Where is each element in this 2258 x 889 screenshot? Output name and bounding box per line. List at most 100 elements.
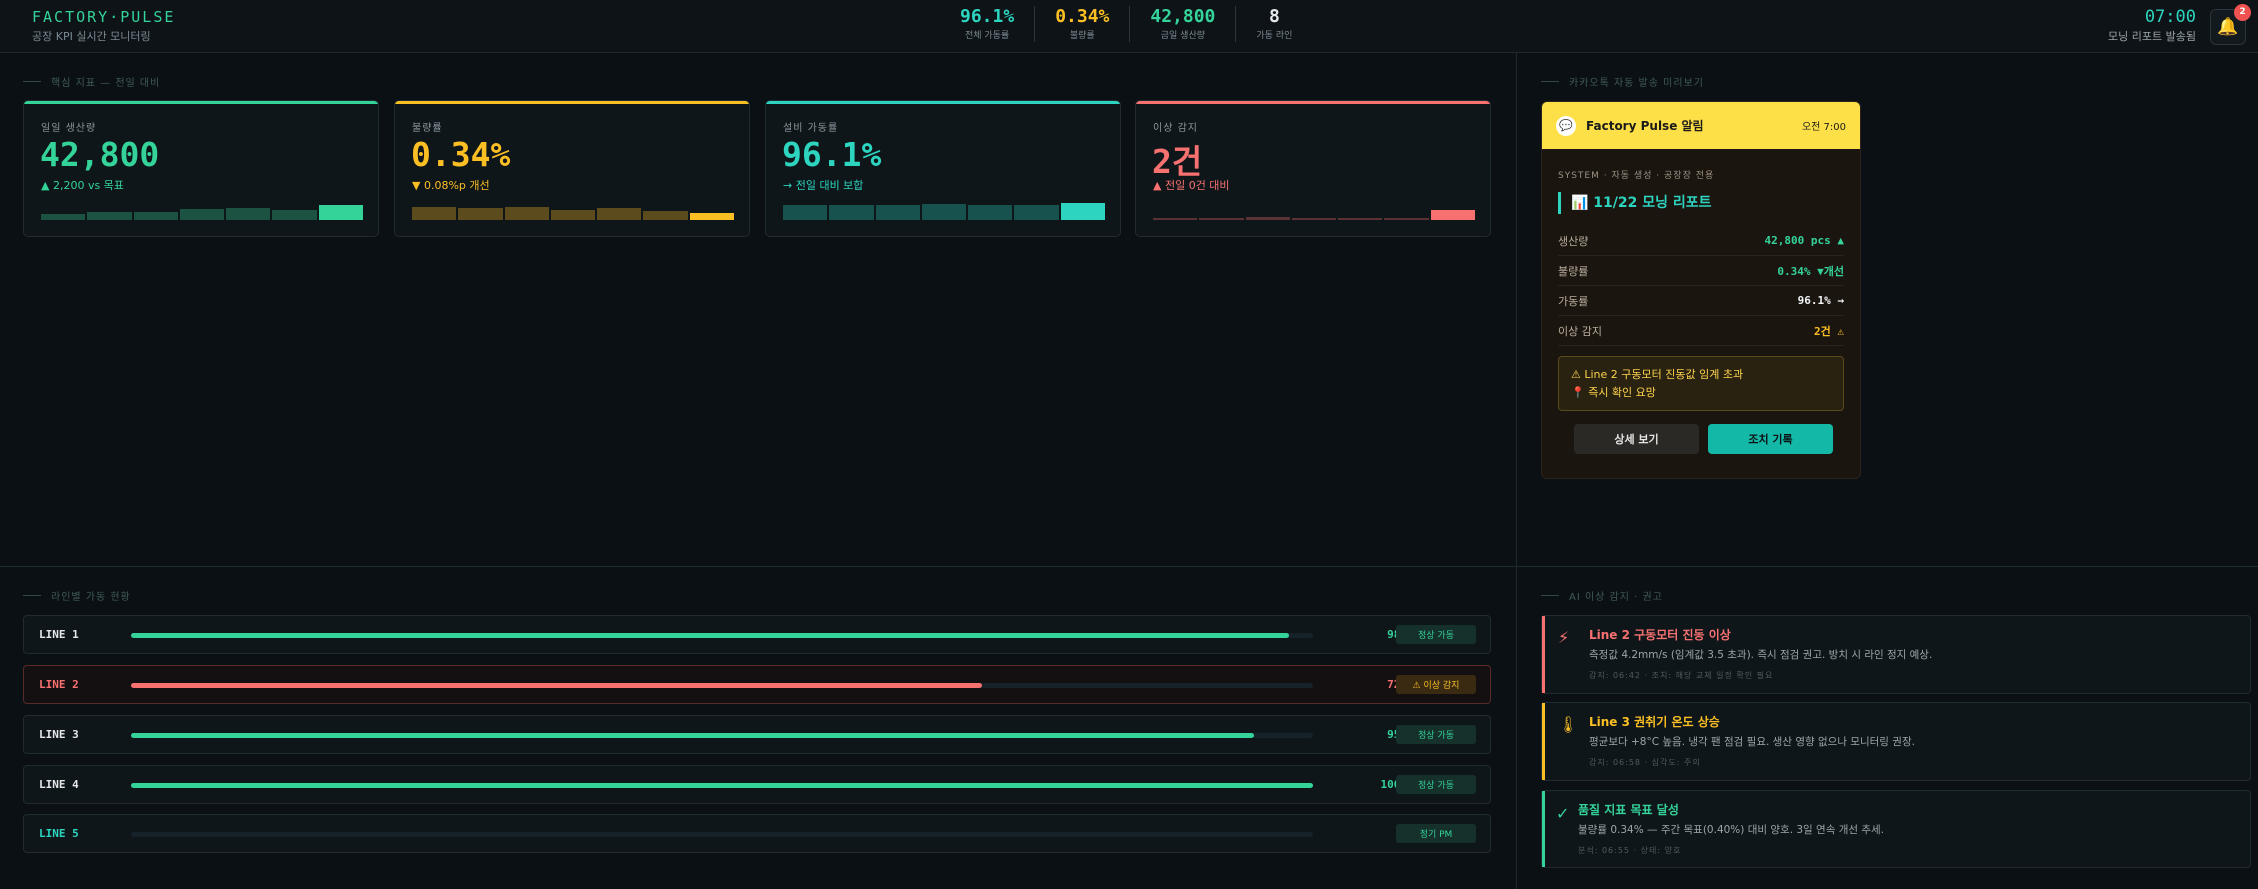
report-title: 📊 11/22 모닝 리포트: [1558, 192, 1712, 214]
metric-card-output: 일일 생산량 42,800 ▲ 2,200 vs 목표: [23, 100, 379, 237]
row-key: 생산량: [1558, 234, 1589, 248]
card-value: 96.1%: [782, 135, 882, 174]
line-percent: 95%: [1313, 728, 1407, 741]
alert-meta: 분석: 06:55 · 상태: 양호: [1578, 846, 1682, 855]
alert-title: 품질 지표 목표 달성: [1578, 803, 1679, 817]
spark-bar: [133, 211, 178, 220]
metric-card-defect: 불량률 0.34% ▼ 0.08%p 개선: [394, 100, 750, 237]
line-status-badge: 정상 가동: [1396, 625, 1476, 644]
line-row[interactable]: LINE 2 72%⚠ 이상 감지: [23, 665, 1491, 704]
line-name: LINE 3: [39, 728, 79, 741]
row-key: 불량률: [1558, 264, 1589, 278]
line-status-badge: 정상 가동: [1396, 725, 1476, 744]
line-progress-track: [131, 832, 1313, 837]
kpi-label: 가동 라인: [1256, 31, 1293, 41]
brand-title: FACTORY·PULSE: [32, 8, 176, 26]
notification-button[interactable]: 🔔 2: [2210, 4, 2251, 45]
spark-bar: [272, 209, 317, 220]
header-kpis: 96.1% 전체 가동률 0.34% 불량률 42,800 금일 생산량 8 가…: [940, 6, 1312, 42]
alert-accent-bar: [1542, 791, 1545, 867]
line-row[interactable]: LINE 3 95%정상 가동: [23, 715, 1491, 754]
line-percent: 98%: [1313, 628, 1407, 641]
spark-bar: [1153, 218, 1198, 220]
line-name: LINE 1: [39, 628, 79, 641]
metric-card-uptime: 설비 가동률 96.1% → 전일 대비 보합: [765, 100, 1121, 237]
card-label: 이상 감지: [1153, 123, 1198, 134]
line-name: LINE 4: [39, 778, 79, 791]
line-row[interactable]: LINE 1 98%정상 가동: [23, 615, 1491, 654]
kpi-output: 42,800 금일 생산량: [1130, 6, 1237, 42]
spark-bar: [41, 214, 86, 220]
line-progress-fill: [131, 783, 1313, 788]
row-key: 이상 감지: [1558, 324, 1602, 338]
top-header: FACTORY·PULSE 공장 KPI 실시간 모니터링 96.1% 전체 가…: [0, 0, 2258, 53]
alert-meta: 감지: 06:58 · 심각도: 주의: [1589, 758, 1701, 767]
spark-bar: [1384, 218, 1429, 220]
notification-badge: 2: [2234, 4, 2251, 21]
action-log-button[interactable]: 조치 기록: [1708, 424, 1833, 454]
card-value: 2건: [1152, 142, 1203, 181]
kpi-value: 0.34%: [1055, 6, 1110, 27]
alert-description: 평균보다 +8°C 높음. 냉각 팬 점검 필요. 생산 영향 없으나 모니터링…: [1589, 736, 1915, 748]
spark-bar: [318, 205, 363, 220]
row-value: 42,800 pcs ▲: [1764, 234, 1844, 247]
card-value: 0.34%: [411, 135, 511, 174]
sparkline: [783, 196, 1105, 220]
alert-accent-bar: [1542, 616, 1545, 693]
sparkline: [412, 196, 734, 220]
line-row[interactable]: LINE 4 100% 정상 가동: [23, 765, 1491, 804]
brand-subtitle: 공장 KPI 실시간 모니터링: [32, 30, 151, 43]
spark-bar: [689, 213, 734, 220]
line-percent: —: [1313, 827, 1407, 840]
spark-bar: [1060, 203, 1105, 220]
kpi-label: 불량률: [1069, 31, 1095, 41]
preview-system-line: SYSTEM · 자동 생성 · 공장장 전용: [1558, 171, 1715, 181]
spark-bar: [783, 205, 828, 220]
spark-bar: [550, 209, 596, 220]
spark-bar: [458, 208, 503, 220]
line-percent: 100%: [1380, 778, 1408, 791]
chat-bubble-icon: 💬: [1556, 115, 1576, 136]
alert-card[interactable]: ✓ 품질 지표 목표 달성 불량률 0.34% — 주간 목표(0.40%) 대비 …: [1541, 790, 2251, 868]
spark-bar: [829, 205, 874, 220]
clock: 07:00 모닝 리포트 발송됨: [2108, 7, 2196, 44]
card-label: 설비 가동률: [783, 123, 839, 134]
check-icon: ✓: [1556, 804, 1570, 823]
card-accent: [766, 101, 1120, 104]
alert-title: Line 3 권취기 온도 상승: [1589, 715, 1720, 729]
vertical-divider: [1516, 53, 1517, 889]
clock-subtitle: 모닝 리포트 발송됨: [2108, 30, 2196, 43]
warning-line: ⚠ Line 2 구동모터 진동값 임계 초과: [1571, 368, 1744, 381]
line-progress-track: [131, 783, 1313, 788]
spark-bar: [1245, 217, 1290, 220]
spark-bar: [921, 204, 967, 220]
line-row[interactable]: LINE 5 —정기 PM: [23, 814, 1491, 853]
card-delta: → 전일 대비 보합: [783, 179, 864, 192]
spark-bar: [412, 206, 457, 220]
alert-accent-bar: [1542, 703, 1545, 780]
spark-bar: [179, 209, 225, 220]
card-label: 불량률: [412, 123, 443, 134]
detail-button[interactable]: 상세 보기: [1574, 424, 1699, 454]
kpi-value: 42,800: [1150, 6, 1216, 27]
sparkline: [41, 196, 363, 220]
alert-card[interactable]: ⚡ Line 2 구동모터 진동 이상 측정값 4.2mm/s (임계값 3.5 초…: [1541, 615, 2251, 694]
row-value: 2건 ⚠: [1814, 324, 1844, 338]
horizontal-divider: [0, 566, 2258, 567]
line-progress-fill: [131, 683, 983, 688]
kpi-label: 전체 가동률: [964, 31, 1010, 41]
spark-bar: [875, 205, 920, 220]
row-value: 96.1% →: [1797, 294, 1844, 307]
kakao-preview-card: 💬 Factory Pulse 알림 오전 7:00 SYSTEM · 자동 생…: [1541, 101, 1861, 479]
kpi-uptime: 96.1% 전체 가동률: [940, 6, 1036, 42]
report-row: 이상 감지 2건 ⚠: [1558, 316, 1844, 346]
row-key: 가동률: [1558, 294, 1589, 308]
spark-bar: [597, 208, 642, 220]
lines-section-label: 라인별 가동 현황: [23, 588, 131, 603]
line-progress-fill: [131, 733, 1254, 738]
metrics-section-label: 핵심 지표 — 전일 대비: [23, 74, 160, 89]
sparkline: [1153, 196, 1475, 220]
preview-actions: 상세 보기 조치 기록: [1574, 424, 1833, 454]
alert-card[interactable]: 🌡 Line 3 권취기 온도 상승 평균보다 +8°C 높음. 냉각 팬 점검 필…: [1541, 702, 2251, 781]
spark-bar: [1338, 218, 1383, 220]
